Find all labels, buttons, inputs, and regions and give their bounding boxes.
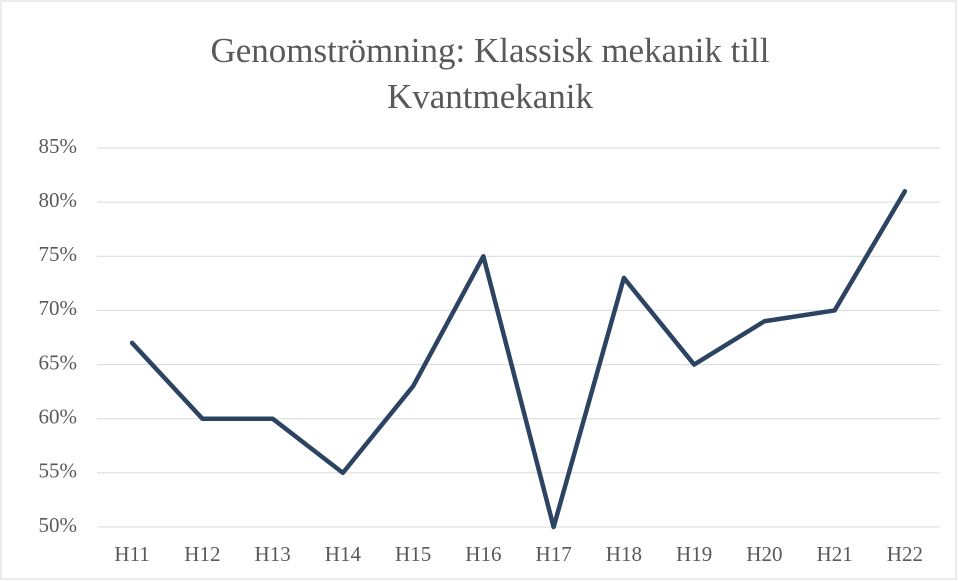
y-tick-label: 55% (39, 459, 78, 483)
x-tick-label: H16 (465, 542, 501, 566)
x-tick-label: H19 (676, 542, 712, 566)
y-tick-label: 60% (39, 405, 78, 429)
y-tick-label: 50% (39, 513, 78, 537)
x-tick-label: H17 (536, 542, 572, 566)
y-tick-label: 65% (39, 350, 78, 374)
data-line (129, 189, 908, 530)
x-tick-label: H15 (395, 542, 431, 566)
x-tick-label: H21 (817, 542, 853, 566)
x-tick-label: H20 (746, 542, 782, 566)
x-tick-label: H14 (325, 542, 362, 566)
chart-title: Genomströmning: Klassisk mekanik till Kv… (210, 31, 770, 116)
y-tick-label: 85% (39, 134, 78, 158)
x-tick-label: H13 (255, 542, 291, 566)
y-tick-label: 70% (39, 296, 78, 320)
x-tick-label: H12 (184, 542, 220, 566)
y-tick-label: 75% (39, 242, 78, 266)
x-tick-label: H18 (606, 542, 642, 566)
y-tick-label: 80% (39, 188, 78, 212)
x-tick-label: H22 (887, 542, 923, 566)
x-tick-label: H11 (114, 542, 149, 566)
